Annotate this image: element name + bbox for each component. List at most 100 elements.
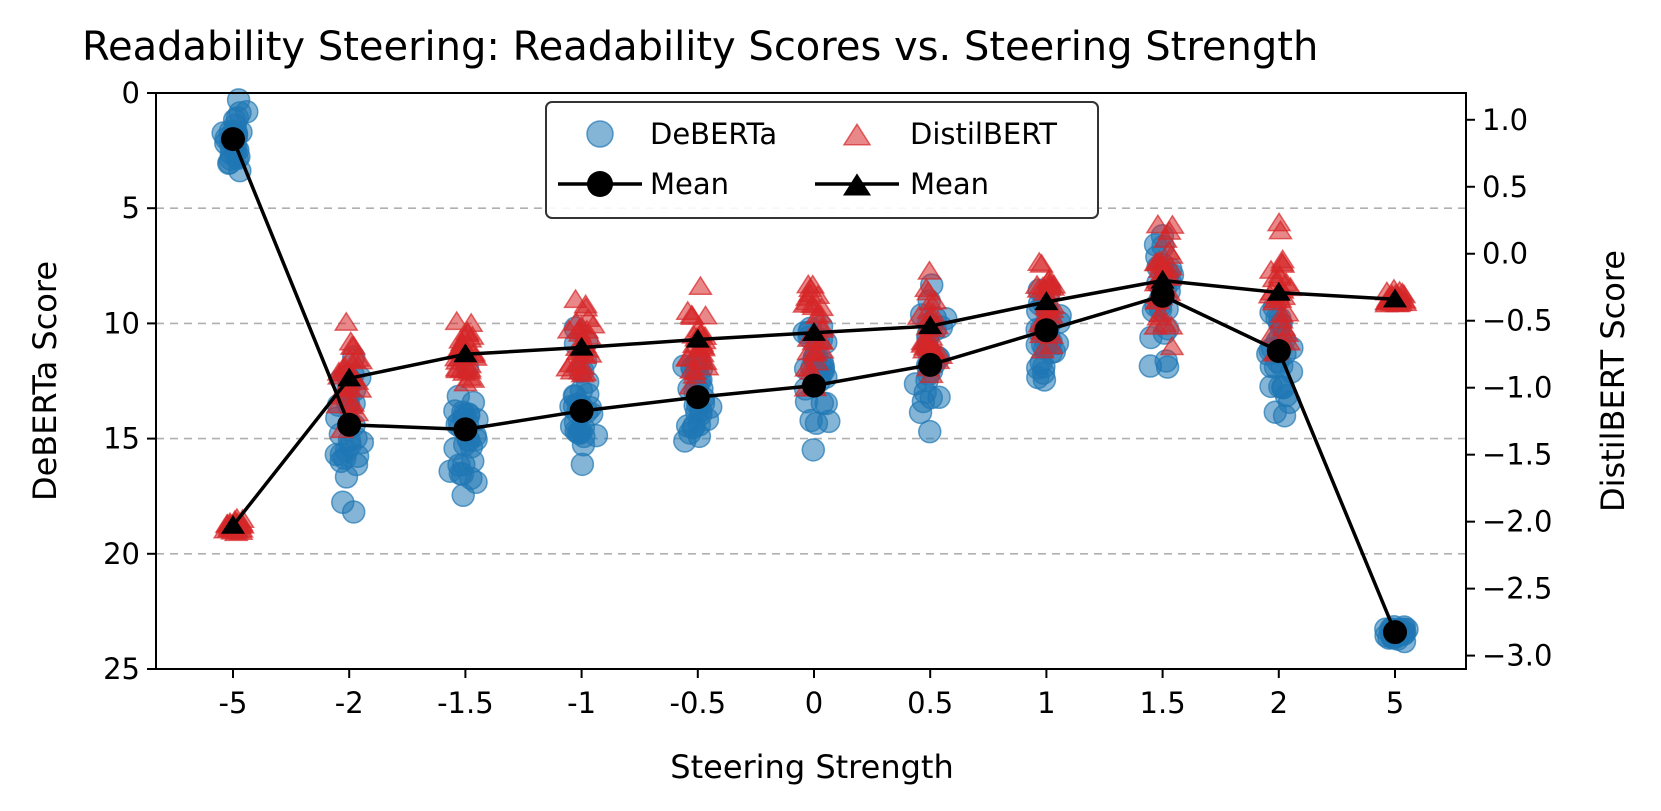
y-axis-right-label: DistilBERT Score xyxy=(1594,250,1632,512)
distilbert-mean-marker xyxy=(802,321,826,341)
y-right-tick-label: −2.0 xyxy=(1482,505,1552,539)
deberta-point xyxy=(1026,365,1050,390)
deberta-mean-marker xyxy=(1383,620,1407,645)
y-right-tick-label: 1.0 xyxy=(1482,103,1528,137)
y-right-tick-label: −1.0 xyxy=(1482,371,1552,405)
deberta-mean-marker xyxy=(337,412,362,437)
deberta-mean-marker xyxy=(802,373,826,398)
distilbert-point xyxy=(801,295,827,316)
chart-title: Readability Steering: Readability Scores… xyxy=(82,24,1318,70)
x-tick-label: -5 xyxy=(219,686,248,720)
deberta-point xyxy=(344,452,369,477)
legend-mean-triangle-marker xyxy=(843,173,871,196)
deberta-mean-marker xyxy=(685,385,710,410)
x-tick-label: -1 xyxy=(567,686,596,720)
distilbert-point xyxy=(913,277,939,298)
deberta-mean-marker xyxy=(1034,318,1059,343)
deberta-point xyxy=(331,490,355,515)
distilbert-point xyxy=(559,359,585,380)
deberta-mean-marker xyxy=(221,127,245,152)
distilbert-mean-marker xyxy=(1150,269,1175,289)
x-tick-label: -0.5 xyxy=(670,686,727,720)
legend-box xyxy=(545,101,1099,219)
x-tick-label: 1.5 xyxy=(1140,686,1186,720)
distilbert-point xyxy=(688,275,713,296)
distilbert-point xyxy=(348,349,374,370)
y-left-tick-label: 15 xyxy=(103,422,140,456)
distilbert-point xyxy=(917,260,942,280)
distilbert-mean-marker xyxy=(918,315,943,335)
y-left-tick-label: 0 xyxy=(122,76,140,110)
distilbert-point xyxy=(1145,213,1171,234)
distilbert-point xyxy=(341,335,367,355)
deberta-mean-marker xyxy=(453,417,478,442)
x-tick-label: 2 xyxy=(1270,686,1288,720)
distilbert-point xyxy=(801,330,827,351)
x-tick-label: -1.5 xyxy=(437,686,494,720)
deberta-mean-marker xyxy=(1266,339,1291,364)
distilbert-point xyxy=(444,310,470,331)
distilbert-point xyxy=(1146,306,1171,326)
distilbert-point xyxy=(794,357,819,377)
distilbert-point xyxy=(457,366,483,386)
distilbert-point xyxy=(563,288,588,309)
distilbert-mean-marker xyxy=(1383,288,1407,308)
y-right-tick-label: −3.0 xyxy=(1482,639,1552,673)
y-right-tick-label: −2.5 xyxy=(1482,572,1552,606)
deberta-point xyxy=(443,436,467,461)
distilbert-point xyxy=(1026,251,1052,271)
x-tick-label: 1 xyxy=(1037,686,1055,720)
deberta-point xyxy=(443,399,467,423)
y-right-tick-label: −1.5 xyxy=(1482,438,1552,472)
deberta-point xyxy=(464,470,488,495)
deberta-point xyxy=(673,429,697,453)
x-axis-label: Steering Strength xyxy=(670,748,953,786)
y-left-tick-label: 10 xyxy=(103,306,140,340)
distilbert-point xyxy=(1266,211,1292,232)
distilbert-point xyxy=(333,311,359,331)
x-tick-label: 0 xyxy=(805,686,823,720)
deberta-point xyxy=(918,419,942,444)
y-left-tick-label: 20 xyxy=(103,537,140,571)
legend: DeBERTa DistilBERT Mean Mean xyxy=(545,101,1099,219)
distilbert-mean-marker xyxy=(1034,291,1059,311)
deberta-point xyxy=(572,424,596,449)
distilbert-point xyxy=(1159,335,1185,356)
y-right-tick-label: 0.0 xyxy=(1482,237,1528,271)
legend-distilbert-marker xyxy=(842,122,872,146)
deberta-mean-marker xyxy=(1150,283,1175,308)
distilbert-point xyxy=(1269,303,1295,323)
y-left-tick-label: 25 xyxy=(103,652,140,686)
distilbert-mean-marker xyxy=(1266,281,1291,301)
distilbert-point xyxy=(455,320,480,341)
y-axis-left: 0 5 10 15 20 25 xyxy=(103,76,156,686)
distilbert-mean-marker xyxy=(337,367,362,387)
distilbert-point xyxy=(1147,250,1173,270)
x-tick-label: 5 xyxy=(1386,686,1404,720)
deberta-point xyxy=(801,438,826,462)
legend-label: Mean xyxy=(650,167,729,201)
distilbert-mean-marker xyxy=(221,514,245,534)
legend-label: Mean xyxy=(910,167,989,201)
deberta-point xyxy=(804,411,829,436)
legend-label: DeBERTa xyxy=(650,117,777,151)
distilbert-mean-marker xyxy=(685,328,710,348)
x-tick-label: 0.5 xyxy=(907,686,953,720)
deberta-point xyxy=(1272,404,1297,428)
distilbert-point xyxy=(675,346,701,366)
distilbert-point xyxy=(802,340,828,361)
y-axis-left-label: DeBERTa Score xyxy=(26,261,64,501)
deberta-point xyxy=(1138,354,1163,378)
distilbert-mean-marker xyxy=(569,336,594,356)
deberta-point xyxy=(438,459,462,483)
y-left-tick-label: 5 xyxy=(122,191,140,225)
deberta-mean-marker xyxy=(918,352,943,377)
deberta-point xyxy=(570,452,595,477)
deberta-mean-marker xyxy=(569,398,594,423)
distilbert-point xyxy=(1156,240,1182,260)
legend-mean-circle-marker xyxy=(587,171,613,197)
distilbert-point xyxy=(675,300,701,320)
distilbert-point xyxy=(911,331,937,351)
x-axis: -5 -2 -1.5 -1 -0.5 0 0.5 1 1.5 2 5 xyxy=(219,669,1404,720)
